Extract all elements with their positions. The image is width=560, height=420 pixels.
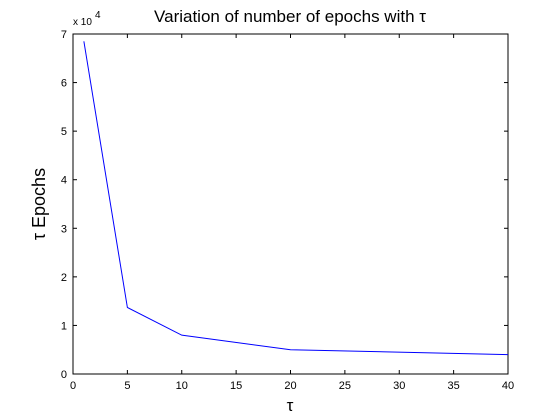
x-tick-label: 10 [176,380,188,392]
x-axis-label: τ [287,396,294,415]
x-tick-label: 30 [393,380,405,392]
y-tick-label: 2 [61,272,67,284]
y-multiplier-exponent: 4 [95,10,101,21]
chart-title: Variation of number of epochs with τ [154,7,426,26]
x-tick-label: 15 [230,380,242,392]
x-tick-label: 25 [339,380,351,392]
x-tick-label: 0 [70,380,76,392]
y-tick-label: 1 [61,320,67,332]
y-tick-label: 4 [61,175,67,187]
x-tick-label: 35 [448,380,460,392]
series-line [83,41,509,356]
y-tick-label: 5 [61,126,67,138]
series-layer [83,41,509,356]
x-tick-label: 5 [124,380,130,392]
x-tick-label: 20 [284,380,296,392]
y-tick-label: 6 [61,78,67,90]
axis-tick-labels: 0 5 10 15 20 25 30 35 40 0 1 2 3 4 5 6 7 [61,29,514,392]
y-tick-label: 3 [61,223,67,235]
plot-area [72,33,509,375]
x-tick-label: 40 [502,380,514,392]
y-axis-label: τ Epochs [29,168,49,240]
axis-ticks [72,33,509,375]
y-tick-label: 0 [61,369,67,381]
y-tick-label: 7 [61,29,67,41]
y-multiplier-label: x 10 [73,17,92,28]
